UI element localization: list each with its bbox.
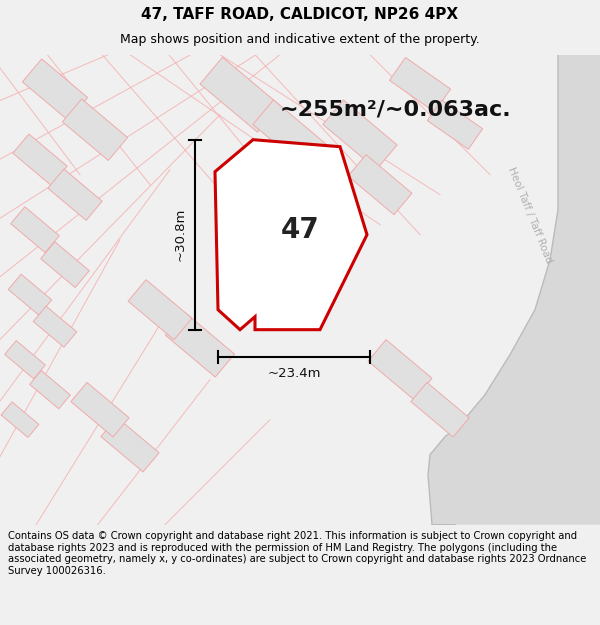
Polygon shape (5, 341, 46, 379)
Polygon shape (29, 371, 70, 409)
Polygon shape (33, 306, 77, 348)
Polygon shape (348, 154, 412, 215)
Polygon shape (368, 339, 432, 400)
Polygon shape (323, 100, 397, 169)
Polygon shape (166, 312, 235, 377)
Polygon shape (11, 207, 59, 252)
Polygon shape (22, 59, 88, 121)
Text: 47: 47 (281, 216, 319, 244)
Polygon shape (62, 99, 128, 161)
Polygon shape (253, 100, 327, 169)
Polygon shape (389, 58, 451, 112)
Polygon shape (101, 418, 159, 472)
Text: ~30.8m: ~30.8m (174, 208, 187, 261)
Polygon shape (128, 279, 192, 340)
Polygon shape (427, 100, 482, 149)
Polygon shape (71, 382, 129, 437)
Text: ~255m²/~0.063ac.: ~255m²/~0.063ac. (280, 99, 512, 120)
Polygon shape (215, 139, 367, 330)
Text: Map shows position and indicative extent of the property.: Map shows position and indicative extent… (120, 34, 480, 46)
Polygon shape (428, 54, 600, 524)
Polygon shape (1, 402, 39, 437)
Text: Heol Taff / Taff Road: Heol Taff / Taff Road (506, 165, 554, 264)
Polygon shape (41, 242, 89, 288)
Polygon shape (200, 57, 280, 132)
Polygon shape (8, 274, 52, 315)
Text: ~23.4m: ~23.4m (267, 367, 321, 379)
Text: Contains OS data © Crown copyright and database right 2021. This information is : Contains OS data © Crown copyright and d… (8, 531, 586, 576)
Polygon shape (411, 382, 469, 437)
Text: 47, TAFF ROAD, CALDICOT, NP26 4PX: 47, TAFF ROAD, CALDICOT, NP26 4PX (142, 7, 458, 22)
Polygon shape (48, 169, 102, 221)
Polygon shape (13, 134, 67, 186)
